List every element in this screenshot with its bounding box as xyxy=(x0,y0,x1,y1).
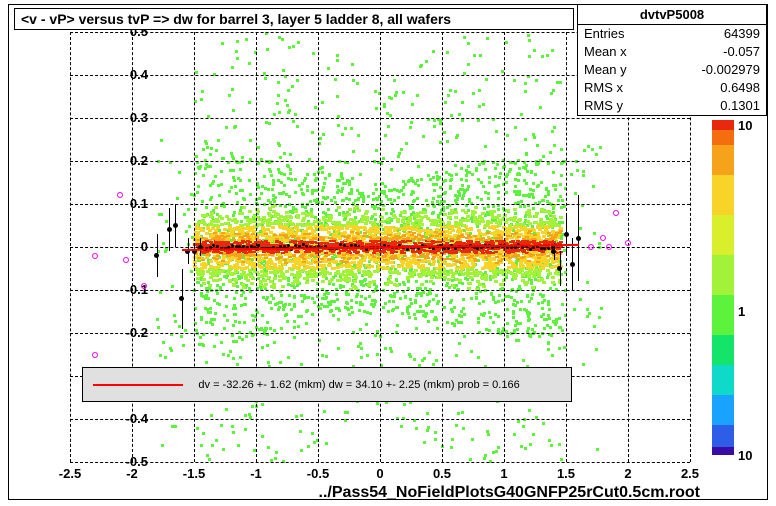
footer-filepath: ../Pass54_NoFieldPlotsG40GNFP25rCut0.5cm… xyxy=(319,484,700,502)
stats-value: -0.002979 xyxy=(701,61,760,79)
y-tick-label: 0.4 xyxy=(108,67,148,82)
color-stop xyxy=(712,215,734,255)
data-point xyxy=(179,296,184,301)
data-point xyxy=(611,208,619,216)
y-tick-label: -0.4 xyxy=(108,411,148,426)
stats-rmsx: RMS x 0.6498 xyxy=(578,79,766,97)
grid-v xyxy=(70,32,71,462)
color-stop xyxy=(712,120,734,130)
color-stop xyxy=(712,130,734,145)
data-point xyxy=(154,253,159,258)
data-point xyxy=(576,236,581,241)
stats-meany: Mean y -0.002979 xyxy=(578,61,766,79)
stats-entries: Entries 64399 xyxy=(578,25,766,43)
x-tick-label: 1.5 xyxy=(551,466,581,481)
stats-value: 0.1301 xyxy=(720,97,760,115)
data-point xyxy=(605,243,613,251)
color-stop xyxy=(712,447,734,455)
color-stop xyxy=(712,145,734,175)
stats-name: dvtvP5008 xyxy=(578,5,766,25)
stats-box: dvtvP5008 Entries 64399 Mean x -0.057 Me… xyxy=(577,4,767,116)
y-tick-label: 0.3 xyxy=(108,110,148,125)
data-point xyxy=(122,256,130,264)
stats-label: RMS y xyxy=(584,97,623,115)
color-stop xyxy=(712,425,734,447)
stats-label: Entries xyxy=(584,25,624,43)
color-stop xyxy=(712,175,734,215)
grid-h xyxy=(70,462,690,463)
x-tick-label: -0.5 xyxy=(303,466,333,481)
data-point xyxy=(624,238,632,246)
color-tick: 10 xyxy=(738,118,768,133)
color-stop xyxy=(712,335,734,365)
color-stop xyxy=(712,395,734,425)
x-tick-label: -1.5 xyxy=(179,466,209,481)
color-tick: 1 xyxy=(738,304,768,319)
data-point xyxy=(587,243,595,251)
color-tick: 10 xyxy=(738,448,768,463)
y-tick-label: 0.2 xyxy=(108,153,148,168)
x-tick-label: 1 xyxy=(489,466,519,481)
fit-legend: dv = -32.26 +- 1.62 (mkm) dw = 34.10 +- … xyxy=(82,367,572,401)
color-stop xyxy=(712,295,734,335)
stats-label: Mean y xyxy=(584,61,627,79)
color-stop xyxy=(712,365,734,395)
stats-meanx: Mean x -0.057 xyxy=(578,43,766,61)
y-tick-label: 0 xyxy=(108,239,148,254)
color-stop xyxy=(712,255,734,295)
stats-rmsy: RMS y 0.1301 xyxy=(578,97,766,115)
stats-value: 64399 xyxy=(724,25,760,43)
stats-value: 0.6498 xyxy=(720,79,760,97)
x-tick-label: 0 xyxy=(365,466,395,481)
stats-label: Mean x xyxy=(584,43,627,61)
color-axis xyxy=(712,120,734,455)
plot-title: <v - vP> versus tvP => dw for barrel 3, … xyxy=(14,8,574,30)
data-point xyxy=(557,266,562,271)
x-tick-label: -1 xyxy=(241,466,271,481)
y-tick-label: -0.2 xyxy=(108,325,148,340)
stats-label: RMS x xyxy=(584,79,623,97)
data-point xyxy=(91,251,99,259)
fit-text: dv = -32.26 +- 1.62 (mkm) dw = 34.10 +- … xyxy=(198,379,519,391)
data-point xyxy=(173,223,178,228)
data-point xyxy=(91,350,99,358)
data-point xyxy=(570,262,575,267)
x-tick-label: -2 xyxy=(117,466,147,481)
x-tick-label: 2 xyxy=(613,466,643,481)
stats-value: -0.057 xyxy=(723,43,760,61)
data-point xyxy=(551,249,556,254)
fit-line-sample xyxy=(93,384,183,386)
y-tick-label: 0.1 xyxy=(108,196,148,211)
x-tick-label: 2.5 xyxy=(675,466,705,481)
x-tick-label: 0.5 xyxy=(427,466,457,481)
x-tick-label: -2.5 xyxy=(55,466,85,481)
data-point xyxy=(564,232,569,237)
data-point xyxy=(167,227,172,232)
